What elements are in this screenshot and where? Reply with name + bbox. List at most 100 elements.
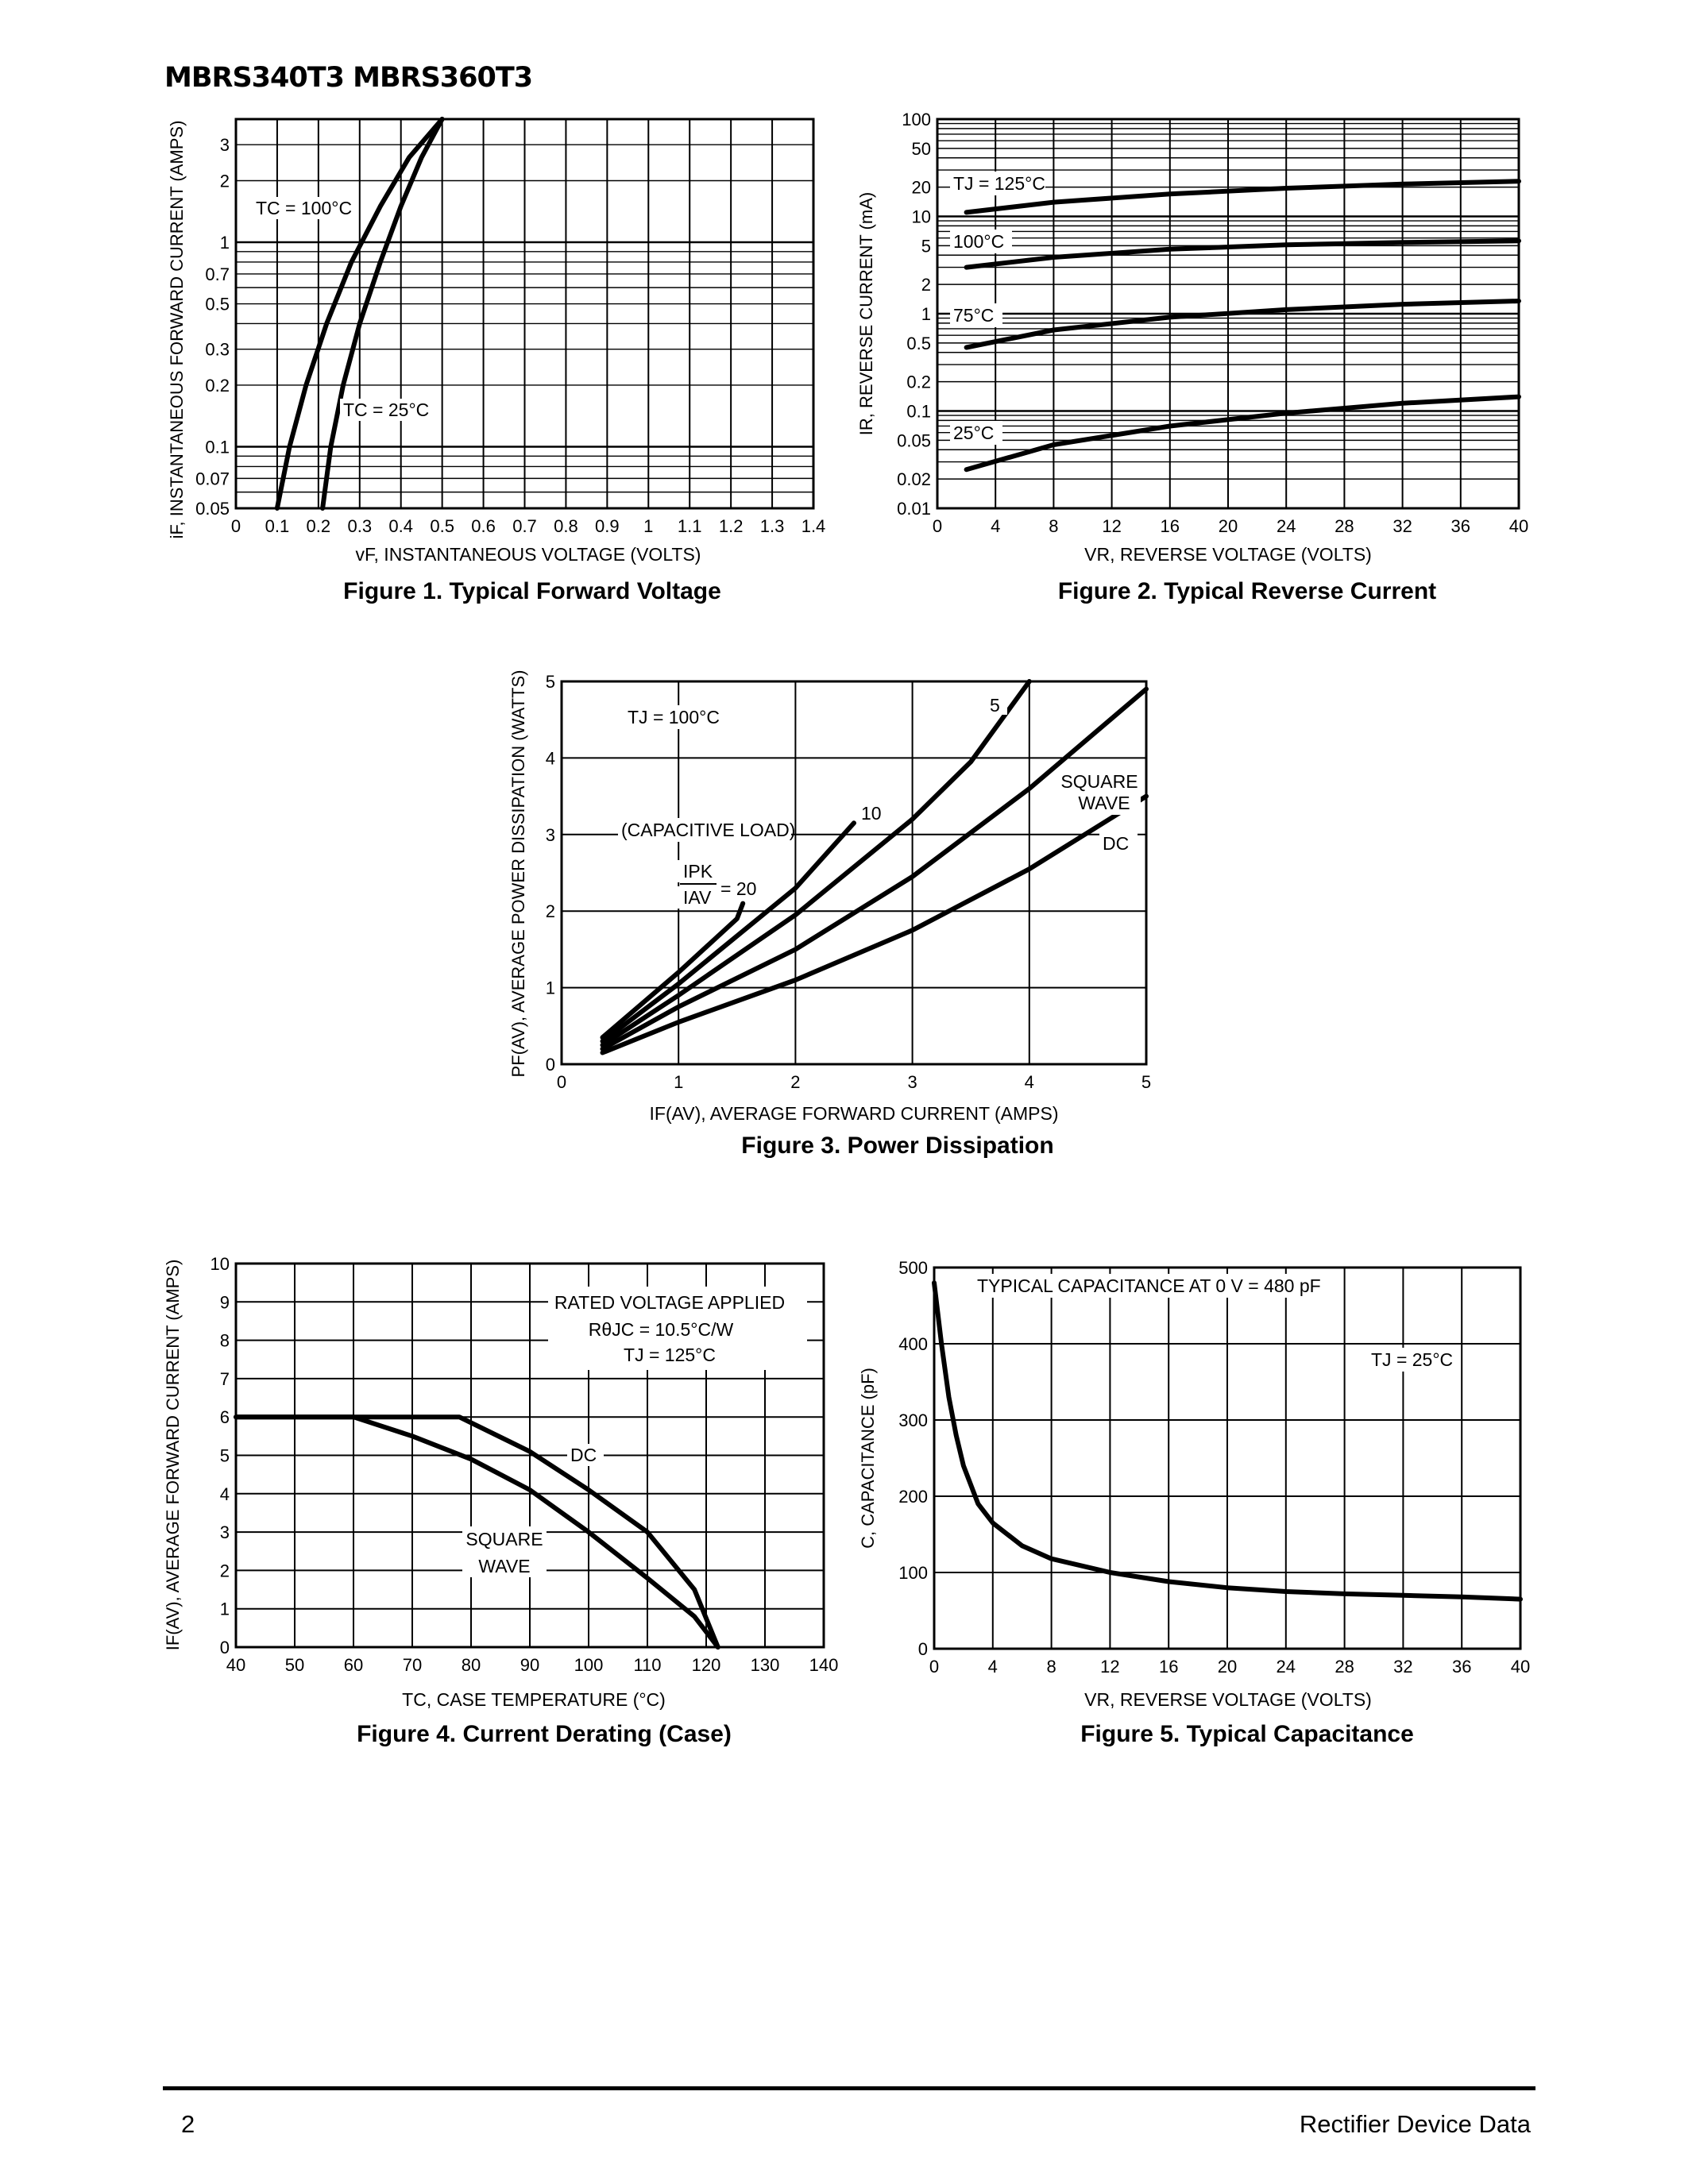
fig3-label-bg-cap (618, 818, 791, 842)
figure-5-caption: Figure 5. Typical Capacitance (1080, 1721, 1414, 1747)
fig3-label-bg-10 (858, 802, 885, 823)
figure-3-caption: Figure 3. Power Dissipation (741, 1133, 1054, 1159)
fig2-label-t25: 25°C (953, 423, 994, 443)
fig4-x-tick-label: 60 (344, 1655, 363, 1675)
fig5-x-tick-label: 20 (1218, 1657, 1237, 1677)
fig2-x-tick-label: 20 (1219, 516, 1238, 536)
fig3-x-tick-label: 3 (907, 1072, 917, 1092)
fig4-x-tick-label: 90 (520, 1655, 539, 1675)
fig2-y-tick-label: 0.02 (897, 469, 931, 489)
fig1-x-tick-label: 0.2 (307, 516, 331, 536)
fig4-x-tick-label: 110 (633, 1655, 661, 1675)
fig3-x-tick-label: 0 (557, 1072, 566, 1092)
fig3-y-tick-label: 4 (546, 748, 555, 768)
fig4-label-rjc: RθJC = 10.5°C/W (589, 1319, 734, 1340)
fig3-label-dc: DC (1103, 833, 1129, 854)
fig3-x-tick-label: 2 (790, 1072, 800, 1092)
fig2-y-tick-label: 5 (921, 236, 931, 256)
fig1-x-tick-label: 0.4 (388, 516, 413, 536)
fig2-y-axis-label: IR, REVERSE CURRENT (mA) (856, 192, 876, 435)
fig4-x-tick-label: 50 (285, 1655, 304, 1675)
fig2-y-tick-label: 0.5 (906, 334, 931, 353)
fig1-y-tick-label: 0.5 (205, 295, 230, 314)
fig4-y-tick-label: 0 (220, 1638, 230, 1657)
fig1-x-tick-label: 0.8 (554, 516, 578, 536)
fig4-series-line-2 (234, 1414, 720, 1650)
fig3-x-tick-label: 5 (1141, 1072, 1151, 1092)
fig1-x-axis-label: vF, INSTANTANEOUS VOLTAGE (VOLTS) (356, 544, 701, 565)
fig3-series-line-1 (600, 901, 746, 1040)
fig5-x-tick-label: 8 (1046, 1657, 1056, 1677)
fig1-y-tick-label: 1 (220, 233, 230, 253)
fig4-frame (234, 1262, 825, 1649)
fig3-label-bg-tj (624, 705, 719, 729)
fig1-x-tick-label: 0.9 (595, 516, 620, 536)
fig3-y-axis-label: PF(AV), AVERAGE POWER DISSIPATION (WATTS… (508, 670, 528, 1078)
fig4-y-tick-label: 3 (220, 1522, 230, 1542)
fig4-x-tick-label: 40 (226, 1655, 245, 1675)
fig3-label-bg-square (1056, 770, 1141, 815)
fig5-label-bg-tj (1368, 1348, 1455, 1372)
page-header: MBRS340T3 MBRS360T3 (164, 62, 533, 94)
fig1-x-tick-label: 0.5 (430, 516, 454, 536)
fig1-label-bg-100 (253, 197, 357, 219)
fig5-x-tick-label: 16 (1159, 1657, 1178, 1677)
fig3-series-line-5 (600, 793, 1149, 1055)
fig1-y-tick-label: 3 (220, 135, 230, 155)
fig1-y-axis-label: iF, INSTANTANEOUS FORWARD CURRENT (AMPS) (167, 121, 187, 539)
fig2-y-tick-label: 2 (921, 275, 931, 295)
fig2-x-tick-label: 28 (1335, 516, 1354, 536)
fig2-y-tick-label: 50 (912, 139, 931, 159)
fig3-label-ipk: IPK (683, 861, 713, 882)
fig2-y-tick-label: 100 (902, 110, 931, 129)
fig1-x-tick-label: 1 (643, 516, 653, 536)
fig4-y-tick-label: 6 (220, 1407, 230, 1427)
fig4-label-tj: TJ = 125°C (624, 1345, 716, 1365)
fig5-x-tick-label: 28 (1335, 1657, 1354, 1677)
fig4-series-line-1 (234, 1414, 720, 1650)
fig4-label-dc: DC (570, 1445, 597, 1465)
fig4-x-axis-label: TC, CASE TEMPERATURE (°C) (402, 1689, 666, 1710)
fig2-x-tick-label: 12 (1102, 516, 1121, 536)
fig4-y-tick-label: 2 (220, 1561, 230, 1580)
fig3-label-bg-5 (987, 694, 1007, 715)
fig1-x-tick-label: 0.7 (512, 516, 537, 536)
fig2-series-line-4 (964, 394, 1521, 473)
fig5-x-tick-label: 40 (1511, 1657, 1530, 1677)
fig3-frame (560, 680, 1148, 1066)
fig5-series-line-1 (932, 1280, 1523, 1602)
fig2-frame (936, 118, 1520, 510)
fig2-series-line-2 (964, 238, 1521, 270)
fig4-y-axis-label: IF(AV), AVERAGE FORWARD CURRENT (AMPS) (163, 1260, 183, 1651)
fig5-y-tick-label: 200 (898, 1487, 928, 1507)
fig1-x-tick-label: 1.3 (760, 516, 785, 536)
fig1-series-line-2 (320, 117, 445, 511)
fig4-x-tick-label: 100 (574, 1655, 604, 1675)
fig4-label-bg-square (462, 1526, 547, 1577)
fig5-x-axis-label: VR, REVERSE VOLTAGE (VOLTS) (1084, 1689, 1372, 1710)
fig5-label-typical: TYPICAL CAPACITANCE AT 0 V = 480 pF (977, 1275, 1321, 1296)
fig1-y-tick-label: 0.3 (205, 340, 230, 360)
fig2-y-tick-label: 20 (912, 178, 931, 198)
fig1-y-tick-label: 0.2 (205, 376, 230, 396)
fig2-y-tick-label: 10 (912, 207, 931, 227)
fig5-x-tick-label: 12 (1100, 1657, 1119, 1677)
fig2-y-tick-label: 0.1 (906, 402, 931, 422)
fig4-label-bg-rated (548, 1287, 807, 1370)
fig5-y-tick-label: 100 (898, 1563, 928, 1583)
fig4-y-tick-label: 4 (220, 1484, 230, 1504)
fig1-x-tick-label: 1.4 (802, 516, 826, 536)
fig5-y-tick-label: 0 (918, 1639, 928, 1659)
fig3-label-tj: TJ = 100°C (628, 707, 720, 727)
page-number: 2 (181, 2110, 195, 2138)
fig4-y-tick-label: 8 (220, 1331, 230, 1351)
fig5-y-tick-label: 300 (898, 1410, 928, 1430)
fig4-label-rated: RATED VOLTAGE APPLIED (554, 1292, 785, 1313)
fig1-label-bg-25 (340, 399, 435, 421)
fig3-x-tick-label: 4 (1025, 1072, 1034, 1092)
fig3-label-iav: IAV (683, 887, 712, 908)
